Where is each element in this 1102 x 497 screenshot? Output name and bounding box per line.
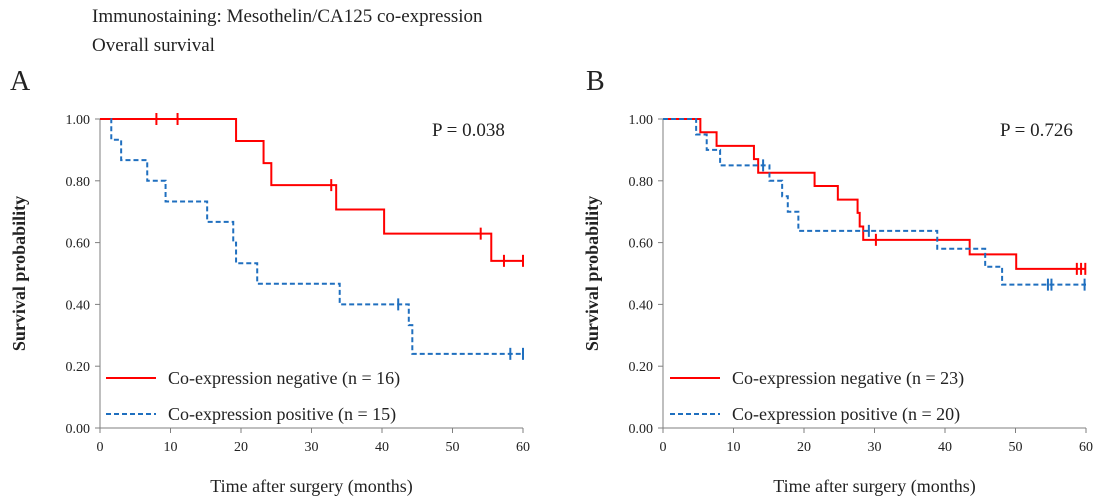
km-curve-positive <box>663 118 1086 286</box>
x-tick-label: 10 <box>164 440 178 455</box>
y-tick-label: 0.40 <box>66 298 91 313</box>
x-tick-label: 10 <box>727 440 741 455</box>
x-tick-label: 40 <box>938 440 952 455</box>
y-axis-label: Survival probability <box>9 196 29 351</box>
x-tick-label: 30 <box>305 440 319 455</box>
legend-label-positive: Co-expression positive (n = 20) <box>732 404 960 425</box>
x-tick-label: 60 <box>516 440 530 455</box>
x-tick-label: 50 <box>446 440 460 455</box>
km-curve-negative <box>663 118 1086 270</box>
y-tick-label: 1.00 <box>629 113 654 128</box>
y-tick-label: 0.80 <box>66 175 91 190</box>
y-axis-label: Survival probability <box>582 196 602 351</box>
chart-panel-b: B 0.00 0.20 0.40 0.60 0.80 1.00 0 10 20 30 40 50 60 Ti… <box>582 66 1093 497</box>
figure-subtitle: Overall survival <box>92 35 215 56</box>
y-tick-label: 0.60 <box>629 237 654 252</box>
legend-label-positive: Co-expression positive (n = 15) <box>168 404 396 425</box>
km-curve-negative <box>100 118 523 262</box>
x-tick-label: 40 <box>375 440 389 455</box>
x-tick-label: 0 <box>97 440 104 455</box>
p-value-annotation: P = 0.726 <box>1000 120 1073 141</box>
x-tick-label: 50 <box>1009 440 1023 455</box>
chart-panel-a: A 0.00 0.20 0.40 0.60 0.80 1.00 0 10 20 30 40 50 60 Ti… <box>9 66 530 497</box>
y-tick-label: 0.00 <box>629 422 654 437</box>
legend-label-negative: Co-expression negative (n = 23) <box>732 368 964 389</box>
y-tick-label: 1.00 <box>66 113 91 128</box>
y-tick-label: 0.80 <box>629 175 654 190</box>
x-axis-label: Time after surgery (months) <box>773 476 975 497</box>
x-tick-label: 20 <box>234 440 248 455</box>
x-tick-label: 0 <box>660 440 667 455</box>
legend-label-negative: Co-expression negative (n = 16) <box>168 368 400 389</box>
km-curve-positive <box>110 118 523 355</box>
y-tick-label: 0.40 <box>629 298 654 313</box>
y-tick-label: 0.20 <box>629 360 654 375</box>
figure-title: Immunostaining: Mesothelin/CA125 co-expr… <box>92 6 483 27</box>
y-tick-label: 0.20 <box>66 360 91 375</box>
x-axis-label: Time after surgery (months) <box>210 476 412 497</box>
p-value-annotation: P = 0.038 <box>432 120 505 141</box>
x-tick-label: 60 <box>1079 440 1093 455</box>
x-tick-label: 30 <box>868 440 882 455</box>
y-tick-label: 0.00 <box>66 422 91 437</box>
x-tick-label: 20 <box>797 440 811 455</box>
panel-label: A <box>10 66 31 97</box>
y-tick-label: 0.60 <box>66 237 91 252</box>
panel-label: B <box>586 66 605 97</box>
